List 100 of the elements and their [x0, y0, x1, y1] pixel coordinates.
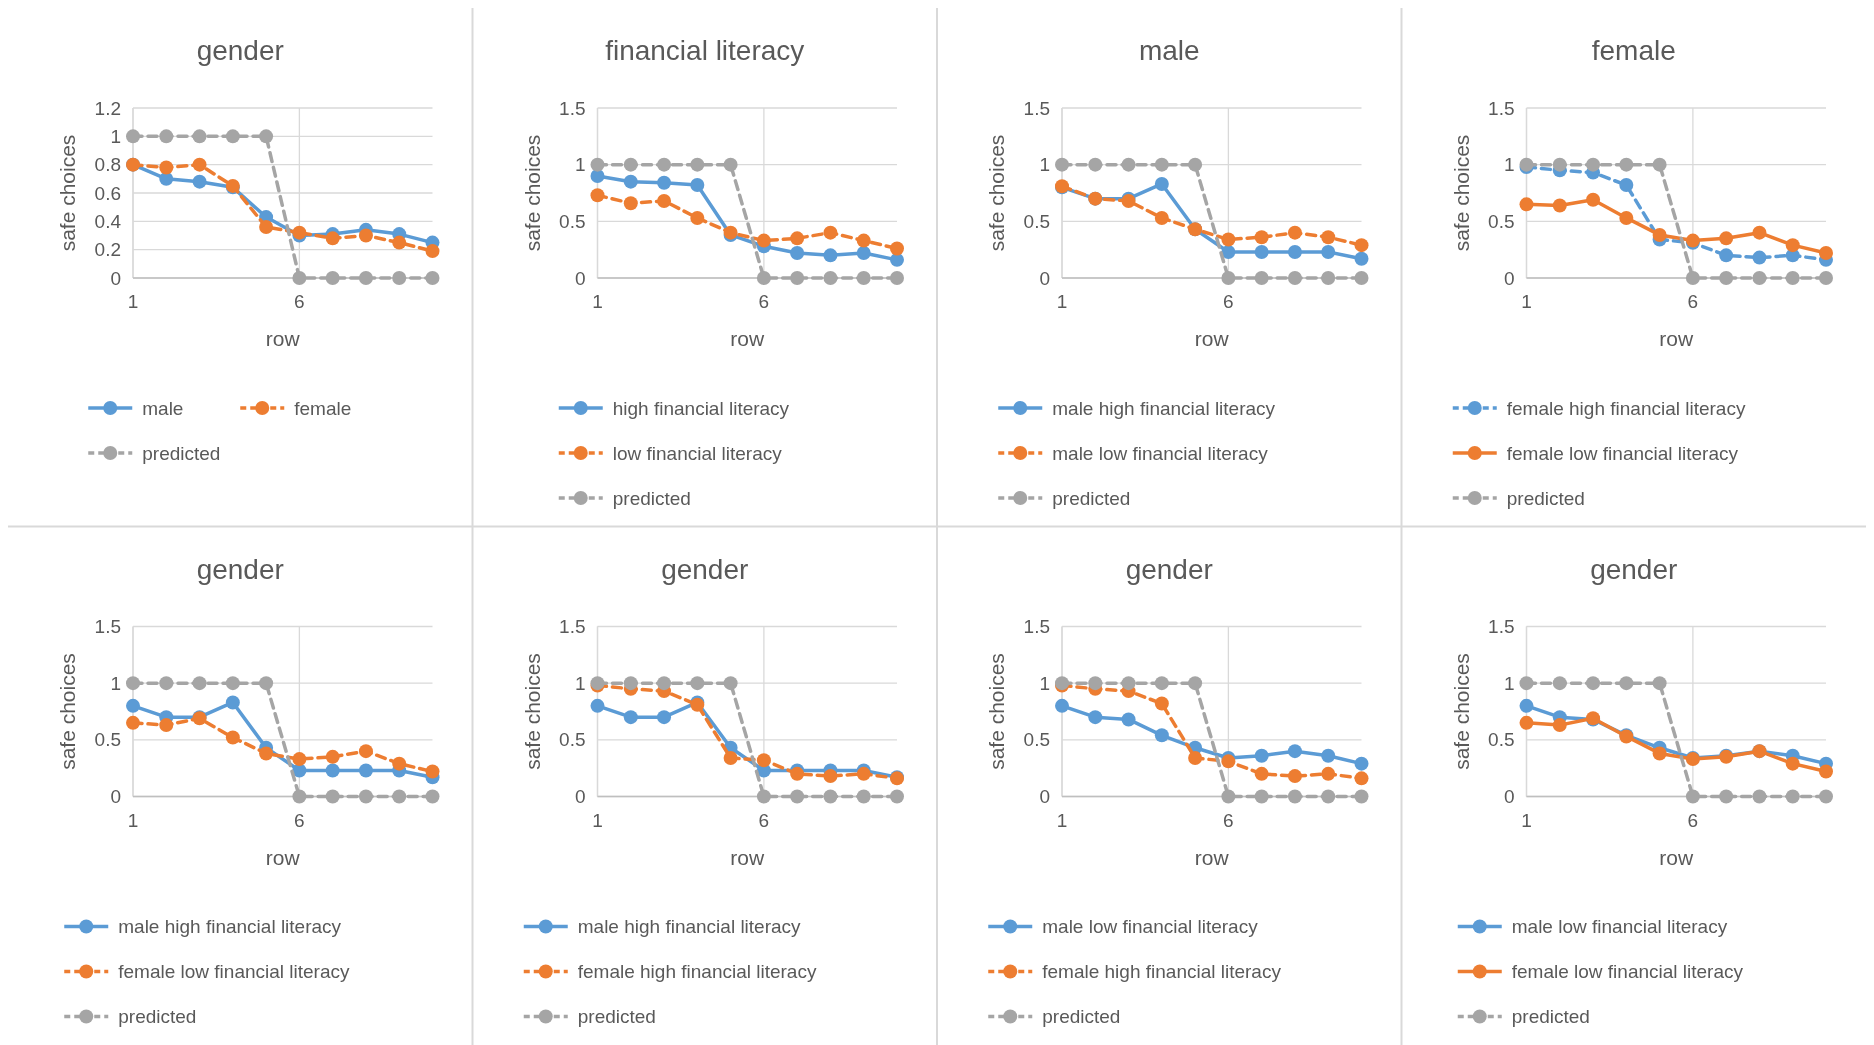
chart-title: financial literacy [605, 35, 805, 66]
point [392, 789, 407, 804]
point [1752, 789, 1767, 804]
y-tick-label: 0 [574, 786, 586, 808]
point [1321, 766, 1336, 781]
y-tick-label: 1 [1039, 672, 1050, 694]
point [1685, 789, 1700, 804]
point [1188, 750, 1203, 765]
point [1819, 789, 1833, 804]
point [192, 129, 207, 144]
point [1254, 271, 1269, 285]
y-tick-label: 0.5 [94, 729, 121, 751]
y-tick-label: 1.5 [559, 616, 586, 638]
point [790, 271, 805, 285]
y-tick-label: 0.5 [559, 729, 586, 751]
point [1619, 676, 1634, 691]
point [890, 271, 904, 285]
y-tick-label: 0 [1503, 267, 1515, 289]
x-tick-label: 6 [1687, 291, 1699, 312]
x-tick-label: 6 [294, 809, 305, 831]
point [126, 676, 140, 691]
point [159, 160, 174, 175]
legend-label: low financial literacy [612, 442, 783, 464]
point [1287, 769, 1302, 784]
x-axis-title: row [1194, 845, 1230, 869]
point [1619, 178, 1634, 193]
point [325, 231, 340, 246]
point [657, 193, 672, 208]
y-tick-label: 1.5 [1023, 616, 1050, 638]
point [1552, 676, 1567, 691]
y-tick-label: 0.5 [1023, 210, 1050, 232]
point [1552, 157, 1567, 172]
point [225, 129, 240, 144]
point [425, 244, 440, 259]
point [790, 789, 805, 804]
legend-label: predicted [142, 442, 221, 464]
point [225, 676, 240, 691]
point [723, 676, 738, 691]
point [623, 710, 638, 725]
y-tick-label: 0.5 [559, 210, 586, 232]
point [1719, 248, 1734, 263]
point [1321, 748, 1336, 763]
point [1586, 192, 1601, 207]
point [890, 252, 904, 267]
legend-label: male [142, 397, 184, 419]
point [1586, 157, 1601, 172]
x-tick-label: 6 [758, 291, 770, 312]
point [1619, 157, 1634, 172]
point [1354, 756, 1369, 771]
point [192, 157, 207, 172]
point [159, 129, 174, 144]
point [325, 763, 340, 778]
point [1785, 238, 1800, 253]
point [1287, 271, 1302, 285]
chart-title: gender [196, 35, 284, 66]
y-tick-label: 1 [574, 154, 586, 176]
point [1519, 698, 1534, 713]
point [1287, 225, 1302, 240]
y-tick-label: 0.4 [94, 210, 122, 232]
point [856, 789, 871, 804]
legend-label: female high financial literacy [577, 961, 817, 983]
x-tick-label: 1 [592, 291, 603, 312]
point [425, 271, 440, 285]
legend-label: female low financial literacy [1506, 442, 1739, 464]
point [1154, 210, 1169, 225]
point [225, 695, 240, 710]
point [856, 233, 871, 248]
legend-label: predicted [118, 1006, 197, 1028]
point [657, 175, 672, 190]
legend-label: female [294, 397, 352, 419]
point [690, 178, 705, 193]
point [1785, 756, 1800, 771]
point [1652, 227, 1667, 242]
legend-label: female low financial literacy [1511, 961, 1744, 983]
legend-label: male low financial literacy [1052, 442, 1269, 464]
y-tick-label: 0.6 [94, 182, 121, 204]
point [1519, 715, 1534, 730]
point [358, 228, 373, 243]
point [392, 235, 407, 250]
point [1685, 271, 1700, 285]
point [590, 188, 605, 203]
point [823, 271, 838, 285]
y-axis-title: safe choices [985, 134, 1008, 252]
x-axis-title: row [1659, 327, 1694, 350]
point [1188, 676, 1203, 691]
point [723, 157, 738, 172]
y-tick-label: 0 [1039, 786, 1050, 808]
y-tick-label: 1.5 [1023, 97, 1050, 119]
legend-label: predicted [612, 487, 691, 509]
x-tick-label: 6 [1223, 291, 1234, 312]
chart-title: male [1138, 35, 1200, 66]
point [856, 271, 871, 285]
x-axis-title: row [265, 845, 301, 869]
point [159, 718, 174, 733]
point [890, 789, 904, 804]
x-tick-label: 1 [1521, 291, 1532, 312]
y-tick-label: 0.8 [94, 154, 121, 176]
point [392, 756, 407, 771]
point [1088, 157, 1103, 172]
point [1221, 789, 1236, 804]
